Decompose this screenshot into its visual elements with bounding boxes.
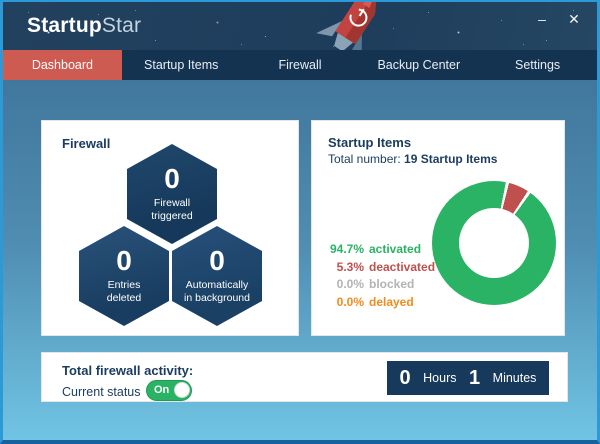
startup-items-total: Total number: 19 Startup Items — [328, 152, 497, 166]
entries-deleted-value: 0 — [116, 244, 132, 276]
automatic-background-value: 0 — [209, 244, 225, 276]
tab-backup-center[interactable]: Backup Center — [377, 58, 461, 72]
startup-items-title: Startup Items — [328, 135, 412, 150]
minutes-value: 1 — [469, 366, 481, 389]
app-logo: StartupStar — [27, 14, 141, 38]
activity-time-display: 0 Hours 1 Minutes — [387, 361, 549, 395]
legend-blocked: 0.0% blocked — [336, 277, 415, 291]
hexagon-firewall-triggered: 0 Firewall triggered — [127, 144, 217, 244]
startup-items-card: Startup Items Total number: 19 Startup I… — [311, 120, 565, 336]
firewall-activity-bar: Total firewall activity: Current status … — [41, 352, 568, 402]
firewall-triggered-value: 0 — [164, 162, 180, 194]
minimize-button[interactable]: – — [538, 11, 546, 27]
firewall-card: Firewall 0 Firewall triggered 0 Entries … — [41, 120, 299, 336]
legend-activated: 94.7% activated — [329, 242, 422, 256]
toggle-on-label: On — [154, 384, 170, 396]
legend-deactivated: 5.3% deactivated — [336, 259, 436, 274]
firewall-card-title: Firewall — [62, 136, 111, 151]
hours-value: 0 — [399, 366, 411, 389]
minutes-unit: Minutes — [492, 371, 537, 385]
entries-deleted-label: Entries deleted — [106, 278, 142, 304]
hours-unit: Hours — [423, 371, 457, 385]
donut-chart — [432, 181, 556, 305]
total-prefix: Total number: — [328, 152, 401, 166]
toggle-knob[interactable] — [174, 382, 190, 398]
status-toggle[interactable]: On — [146, 380, 192, 401]
firewall-triggered-label: Firewall triggered — [151, 196, 193, 222]
legend-delayed: 0.0% delayed — [336, 294, 414, 309]
title-bar: StartupStar – ✕ — [3, 2, 597, 50]
close-button[interactable]: ✕ — [568, 11, 580, 27]
app-logo-light: Star — [101, 14, 142, 37]
main-nav: Dashboard Startup Items Firewall Backup … — [3, 50, 597, 80]
rocket-icon — [298, 2, 408, 50]
donut-legend: 94.7% activated 5.3% deactivated 0.0% block… — [318, 241, 436, 311]
hexagon-automatic-background: 0 Automatically in background — [172, 226, 262, 326]
tab-startup-items[interactable]: Startup Items — [144, 58, 219, 72]
total-value: 19 Startup Items — [404, 152, 498, 166]
current-status-label: Current status — [62, 385, 141, 399]
hexagon-entries-deleted: 0 Entries deleted — [79, 226, 169, 326]
app-logo-bold: Startup — [27, 14, 102, 37]
tab-firewall[interactable]: Firewall — [278, 58, 322, 72]
automatic-background-label: Automatically in background — [184, 278, 250, 304]
tab-settings[interactable]: Settings — [515, 58, 561, 72]
activity-title: Total firewall activity: — [62, 363, 194, 378]
tab-dashboard[interactable]: Dashboard — [3, 50, 122, 80]
star-specks-decoration — [3, 2, 4, 3]
